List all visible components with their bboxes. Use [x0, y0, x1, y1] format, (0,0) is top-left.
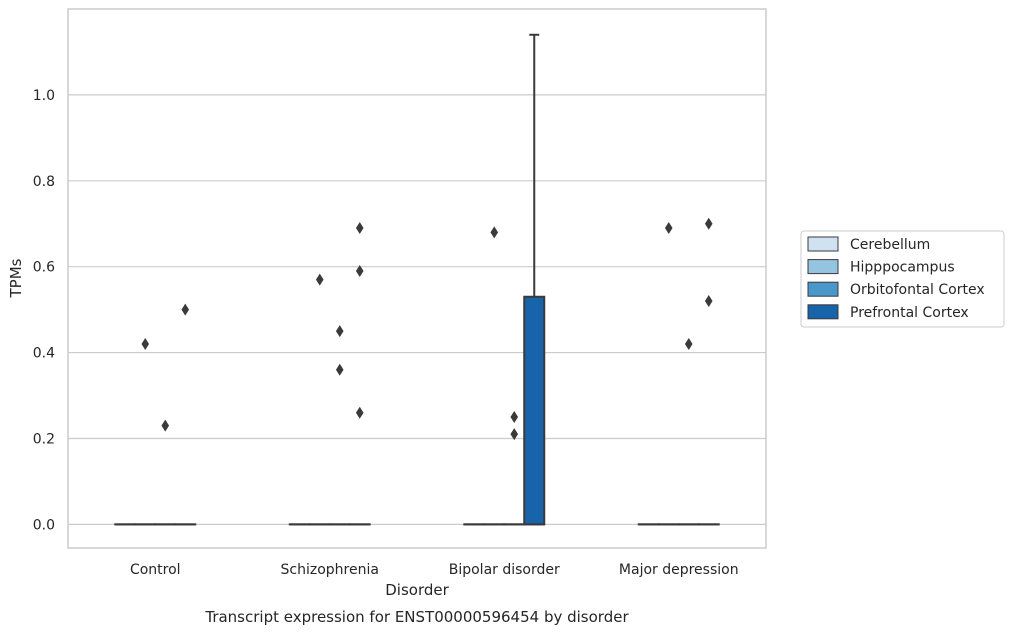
x-tick-label: Major depression — [619, 562, 739, 578]
outlier-point — [490, 226, 499, 239]
outlier-point — [315, 273, 324, 286]
legend-entry-label: Cerebellum — [850, 237, 930, 253]
legend-swatch — [807, 281, 839, 297]
box-plots — [114, 33, 720, 526]
legend-entry-label: Hipppocampus — [850, 260, 955, 276]
x-axis-ticks: Control Schizophrenia Bipolar disorder Majo… — [130, 562, 739, 578]
box-prefrontal-cortex — [174, 303, 197, 526]
outlier-point — [335, 325, 344, 338]
outlier-point — [684, 337, 693, 350]
legend-swatch — [807, 236, 839, 252]
x-tick-label: Bipolar disorder — [449, 562, 560, 578]
x-tick-label: Schizophrenia — [281, 562, 379, 578]
y-tick-label: 1.0 — [33, 88, 55, 104]
outlier-point — [181, 303, 190, 316]
y-tick-label: 0.8 — [33, 174, 55, 190]
outlier-point — [355, 264, 364, 277]
legend-frame — [800, 230, 1005, 328]
outlier-point — [510, 411, 519, 424]
outlier-point — [335, 363, 344, 376]
legend-swatch — [807, 304, 839, 320]
y-axis-label: TPMs — [7, 258, 25, 298]
outlier-point — [704, 217, 713, 230]
outlier-point — [355, 406, 364, 419]
chart-caption: Transcript expression for ENST0000059645… — [204, 608, 629, 626]
plot-frame — [67, 8, 767, 549]
legend-swatch — [807, 259, 839, 275]
outlier-point — [704, 295, 713, 308]
y-tick-label: 0.2 — [33, 431, 55, 447]
y-tick-label: 0.0 — [33, 517, 55, 533]
legend-entry-label: Orbitofontal Cortex — [850, 282, 985, 298]
outlier-point — [355, 222, 364, 235]
box-prefrontal-cortex — [697, 217, 720, 526]
y-axis-ticks: 0.0 0.2 0.4 0.6 0.8 1.0 — [33, 88, 55, 533]
outlier-point — [664, 222, 673, 235]
x-tick-label: Control — [130, 562, 181, 578]
x-axis-label: Disorder — [385, 581, 449, 599]
plot-background — [68, 9, 766, 548]
outlier-point — [510, 428, 519, 441]
box — [523, 295, 546, 526]
box-prefrontal-cortex — [348, 222, 371, 526]
legend-entry-label: Prefrontal Cortex — [850, 305, 969, 321]
y-tick-label: 0.6 — [33, 260, 55, 276]
box-prefrontal-cortex — [523, 33, 546, 526]
legend: Cerebellum Hipppocampus Orbitofontal Corte… — [800, 230, 1005, 328]
outlier-point — [141, 337, 150, 350]
outlier-point — [161, 419, 170, 432]
y-tick-label: 0.4 — [33, 346, 55, 362]
